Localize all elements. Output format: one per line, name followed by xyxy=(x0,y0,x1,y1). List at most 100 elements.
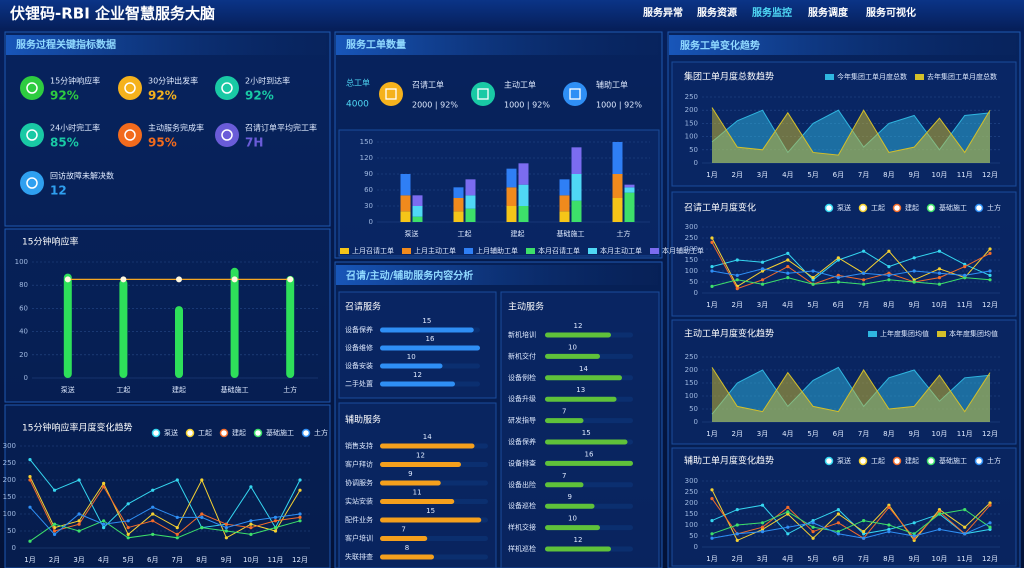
series-line xyxy=(711,509,991,535)
point xyxy=(963,525,967,529)
point xyxy=(710,532,714,536)
point xyxy=(28,475,32,479)
kpi-label: 30分钟出发率 xyxy=(148,76,198,86)
point xyxy=(937,271,942,275)
bar xyxy=(545,353,600,359)
y-tick-label: 60 xyxy=(19,304,28,312)
point xyxy=(988,527,992,532)
y-tick-label: 100 xyxy=(685,133,698,141)
point xyxy=(887,271,891,275)
nav-item[interactable]: 服务调度 xyxy=(808,6,849,19)
point xyxy=(811,282,815,286)
legend-swatch xyxy=(340,248,349,254)
category-label: 设备例检 xyxy=(508,373,536,382)
point xyxy=(126,532,130,537)
point xyxy=(200,512,204,516)
x-tick-label: 10月 xyxy=(931,171,947,179)
point xyxy=(937,282,942,286)
point xyxy=(836,256,840,260)
bar-segment xyxy=(465,195,476,209)
point xyxy=(811,519,815,523)
value-label: 10 xyxy=(407,353,416,361)
panel-title-bar xyxy=(669,35,1016,55)
kpi-label: 召请订单平均完工率 xyxy=(245,123,317,133)
point xyxy=(937,510,942,514)
x-tick-label: 建起 xyxy=(511,229,525,238)
point xyxy=(224,529,228,533)
kpi-label: 回访故障未解决数 xyxy=(50,171,114,181)
point xyxy=(28,539,32,543)
category-label: 设备出险 xyxy=(508,480,536,489)
point xyxy=(102,481,106,485)
category-label: 协调服务 xyxy=(345,478,373,487)
point xyxy=(200,515,204,520)
series-line xyxy=(711,237,991,288)
panel xyxy=(4,31,331,227)
point xyxy=(963,262,967,266)
point xyxy=(224,536,228,540)
bar-segment xyxy=(571,200,582,222)
x-tick-label: 6月 xyxy=(147,556,158,564)
summary-label: 召请工单 xyxy=(412,80,444,90)
nav-item[interactable]: 服务资源 xyxy=(697,6,737,19)
point xyxy=(126,536,130,540)
point xyxy=(200,478,204,482)
value-label: 11 xyxy=(413,489,422,497)
bar-segment xyxy=(559,179,570,196)
bar xyxy=(63,273,72,378)
x-tick-label: 8月 xyxy=(196,556,207,564)
point xyxy=(963,273,967,277)
legend-label: 上月辅助工单 xyxy=(476,246,518,255)
series-line xyxy=(711,268,991,279)
category-label: 配件业务 xyxy=(345,515,373,524)
legend-label: 上月召请工单 xyxy=(352,246,394,255)
point xyxy=(273,529,278,533)
legend-swatch xyxy=(526,248,535,254)
point xyxy=(710,269,714,273)
nav-item[interactable]: 服务异常 xyxy=(643,6,683,19)
x-tick-label: 6月 xyxy=(833,430,844,438)
point xyxy=(786,271,790,275)
bar-segment xyxy=(412,195,423,206)
bar-segment xyxy=(571,147,582,174)
legend-swatch xyxy=(858,456,868,466)
reference-point xyxy=(64,276,71,283)
y-tick-label: 150 xyxy=(685,510,698,518)
bar-segment xyxy=(506,206,517,222)
point xyxy=(988,525,992,529)
value-label: 12 xyxy=(574,322,583,330)
value-label: 9 xyxy=(408,470,412,478)
legend-label: 建起 xyxy=(232,428,246,437)
point xyxy=(887,505,891,509)
series-line xyxy=(711,250,991,281)
panel-title: 召请/主动/辅助服务内容分析 xyxy=(346,269,473,282)
legend-label: 去年集团工单月度总数 xyxy=(927,72,997,81)
nav-item[interactable]: 服务可视化 xyxy=(866,6,916,19)
value-label: 15 xyxy=(426,507,435,515)
point xyxy=(735,538,739,543)
point xyxy=(735,258,739,262)
point xyxy=(937,508,942,512)
point xyxy=(836,508,840,512)
sub-panel xyxy=(338,291,497,399)
point xyxy=(760,278,765,282)
bar xyxy=(230,267,239,378)
y-tick-label: 200 xyxy=(3,476,16,484)
x-tick-label: 2月 xyxy=(49,556,60,564)
point xyxy=(710,519,714,523)
point xyxy=(836,530,840,534)
value-label: 15 xyxy=(422,317,431,325)
point xyxy=(811,278,815,282)
y-tick-label: 90 xyxy=(364,170,373,178)
point xyxy=(862,282,866,286)
kpi-value: 92% xyxy=(50,89,79,103)
sub-panel xyxy=(338,129,660,257)
y-tick-label: 300 xyxy=(685,477,698,485)
value-label: 16 xyxy=(585,450,594,458)
x-tick-label: 2月 xyxy=(732,430,743,438)
nav-item[interactable]: 服务监控 xyxy=(752,6,792,19)
category-label: 样机交接 xyxy=(508,523,536,532)
y-tick-label: 0 xyxy=(369,218,373,226)
legend-swatch xyxy=(974,203,984,213)
series-line xyxy=(711,489,991,542)
